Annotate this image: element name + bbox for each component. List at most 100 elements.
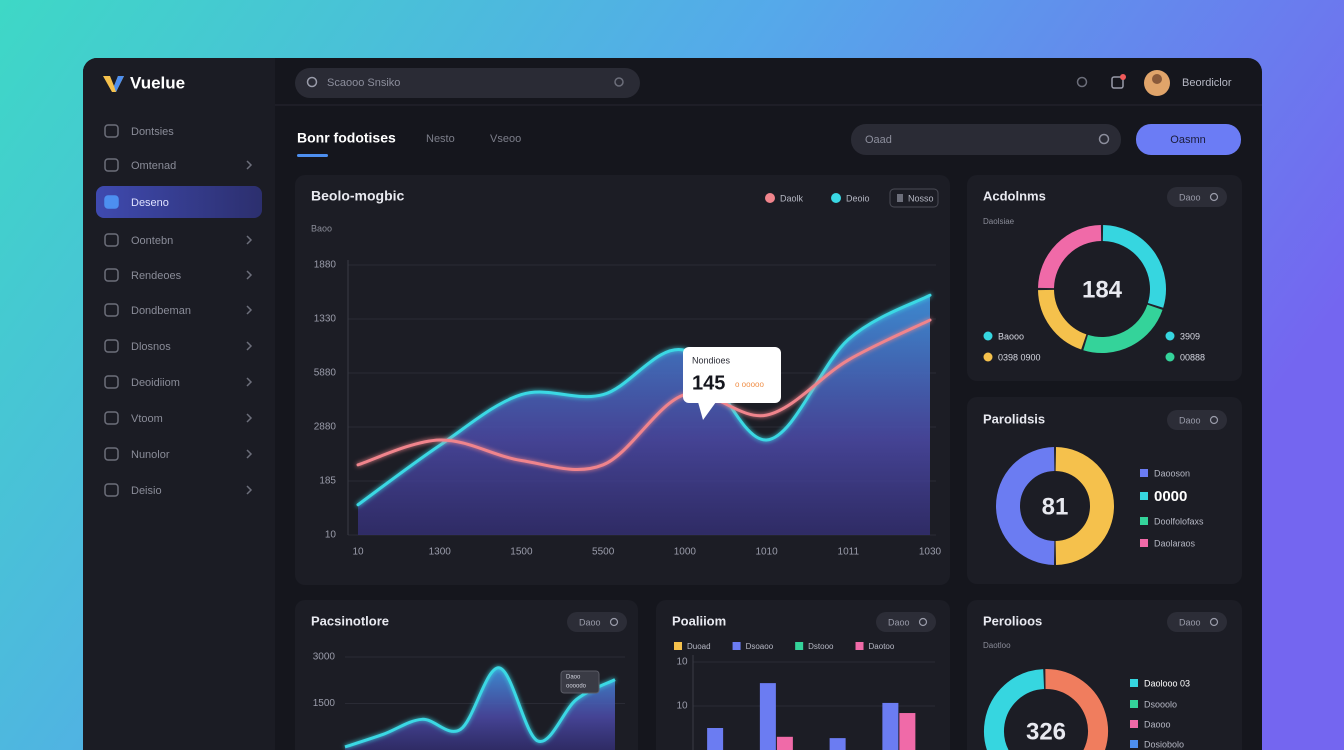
panel-title: Perolioos (983, 613, 1042, 628)
panel-button[interactable] (1167, 187, 1227, 207)
legend-marker (1130, 720, 1138, 728)
y-tick-label: 1500 (313, 698, 336, 709)
legend-marker (983, 331, 993, 341)
sidebar-chevron (246, 413, 253, 423)
y-tick-label: 1330 (314, 314, 337, 325)
legend-label: Dsoaoo (746, 642, 774, 651)
y-tick-label: 3000 (313, 652, 336, 663)
tooltip-value: 145 (692, 372, 725, 394)
x-tick-label: 1030 (919, 547, 942, 558)
legend-label: Baooo (998, 331, 1024, 341)
panel-title: Poaliiom (672, 613, 726, 628)
bar (899, 713, 916, 750)
sidebar-chevron (246, 270, 253, 280)
legend-label: Daolk (780, 193, 804, 203)
legend-marker (1130, 679, 1138, 687)
y-axis-label: Baoo (311, 223, 332, 233)
bar (759, 683, 776, 750)
panel-button-icon (918, 617, 928, 627)
sidebar-item[interactable]: Dondbeman (131, 305, 191, 317)
panel-title: Pacsinotlore (311, 613, 389, 628)
y-tick-label: 185 (319, 476, 336, 487)
sidebar-icon (104, 158, 119, 172)
tab-underline (297, 154, 328, 157)
y-tick-label: 10 (676, 701, 688, 712)
panel-button-icon (1209, 617, 1219, 627)
legend-marker (1140, 539, 1148, 547)
donut-center-value: 81 (1042, 493, 1069, 520)
sidebar-active-bg (96, 186, 262, 218)
x-tick-label: 1500 (510, 547, 533, 558)
panel-button[interactable] (1167, 612, 1227, 632)
panel-button-icon (1209, 415, 1219, 425)
series-line (356, 318, 932, 471)
tabs: Bonr fodotises Nesto Vseoo (297, 130, 521, 157)
legend-marker (1130, 740, 1138, 748)
sidebar-icon (104, 124, 119, 138)
filter-box[interactable] (851, 124, 1121, 155)
tooltip-note: o ooooo (735, 380, 764, 389)
sidebar-item[interactable]: Deisio (131, 485, 162, 497)
tab[interactable]: Vseoo (490, 133, 521, 145)
legend-marker (732, 642, 741, 650)
legend-label: Daolaraos (1154, 538, 1196, 548)
legend-marker (831, 193, 842, 203)
tab[interactable]: Nesto (426, 133, 455, 145)
sidebar-item[interactable]: Oontebn (131, 235, 173, 247)
tooltip-pointer (698, 402, 716, 420)
x-tick-label: 10 (352, 547, 364, 558)
sidebar-item[interactable]: Deoidiiom (131, 377, 180, 389)
bar (829, 738, 846, 750)
x-tick-label: 1000 (674, 547, 697, 558)
panel-button[interactable] (567, 612, 627, 632)
sidebar-item[interactable]: Dontsies (131, 126, 174, 138)
y-tick-label: 1880 (314, 260, 337, 271)
donut-segment (1038, 289, 1087, 350)
legend-box-icon (897, 194, 903, 202)
sidebar-item[interactable]: Omtenad (131, 160, 176, 172)
panel-title: Acdolnms (983, 188, 1046, 203)
legend-marker (765, 193, 775, 203)
legend-label: Dosiobolo (1144, 739, 1184, 749)
sidebar-chevron (246, 160, 253, 170)
sidebar-icon (104, 375, 119, 389)
donut-segment (1083, 304, 1163, 353)
donut-segment (1055, 447, 1114, 565)
panel-button-label: Daoo (1179, 617, 1201, 627)
legend-label: Dsooolo (1144, 699, 1177, 709)
legend-marker (1140, 492, 1148, 500)
legend-label: Daooson (1154, 468, 1190, 478)
sidebar-item[interactable]: Dlosnos (131, 341, 171, 353)
top-search-icon[interactable] (1076, 76, 1088, 88)
panel-subtitle: Daotloo (983, 641, 1011, 650)
sidebar-icon (104, 339, 119, 353)
tooltip-line: oooodo (566, 684, 587, 690)
tab[interactable]: Bonr fodotises (297, 130, 396, 146)
filter-placeholder: Oaad (865, 134, 892, 146)
x-tick-label: 5500 (592, 547, 615, 558)
search-icon-right (614, 77, 624, 87)
tooltip-label: Nondioes (692, 355, 731, 365)
sidebar-chevron (246, 305, 253, 315)
sidebar-item[interactable]: Vtoom (131, 413, 163, 425)
panel-button[interactable] (876, 612, 936, 632)
sidebar-item[interactable]: Rendeoes (131, 270, 182, 282)
notification-icon[interactable] (1111, 76, 1124, 89)
legend-marker (795, 642, 804, 650)
sidebar-chevron (246, 485, 253, 495)
avatar-head (1152, 74, 1162, 84)
sidebar-item[interactable]: Deseno (131, 197, 169, 209)
bar (707, 728, 724, 750)
area-fill (345, 667, 615, 750)
search-box[interactable] (295, 68, 640, 98)
primary-button[interactable] (1136, 124, 1241, 155)
legend-marker (1140, 469, 1148, 477)
sidebar-item[interactable]: Nunolor (131, 449, 170, 461)
search-icon (306, 76, 318, 88)
legend-label: Duoad (687, 642, 711, 651)
donut-center-value: 184 (1082, 276, 1123, 303)
y-tick-label: 10 (676, 657, 688, 668)
panel-title: Parolidsis (983, 411, 1045, 426)
sidebar-chevron (246, 377, 253, 387)
panel-button[interactable] (1167, 410, 1227, 430)
